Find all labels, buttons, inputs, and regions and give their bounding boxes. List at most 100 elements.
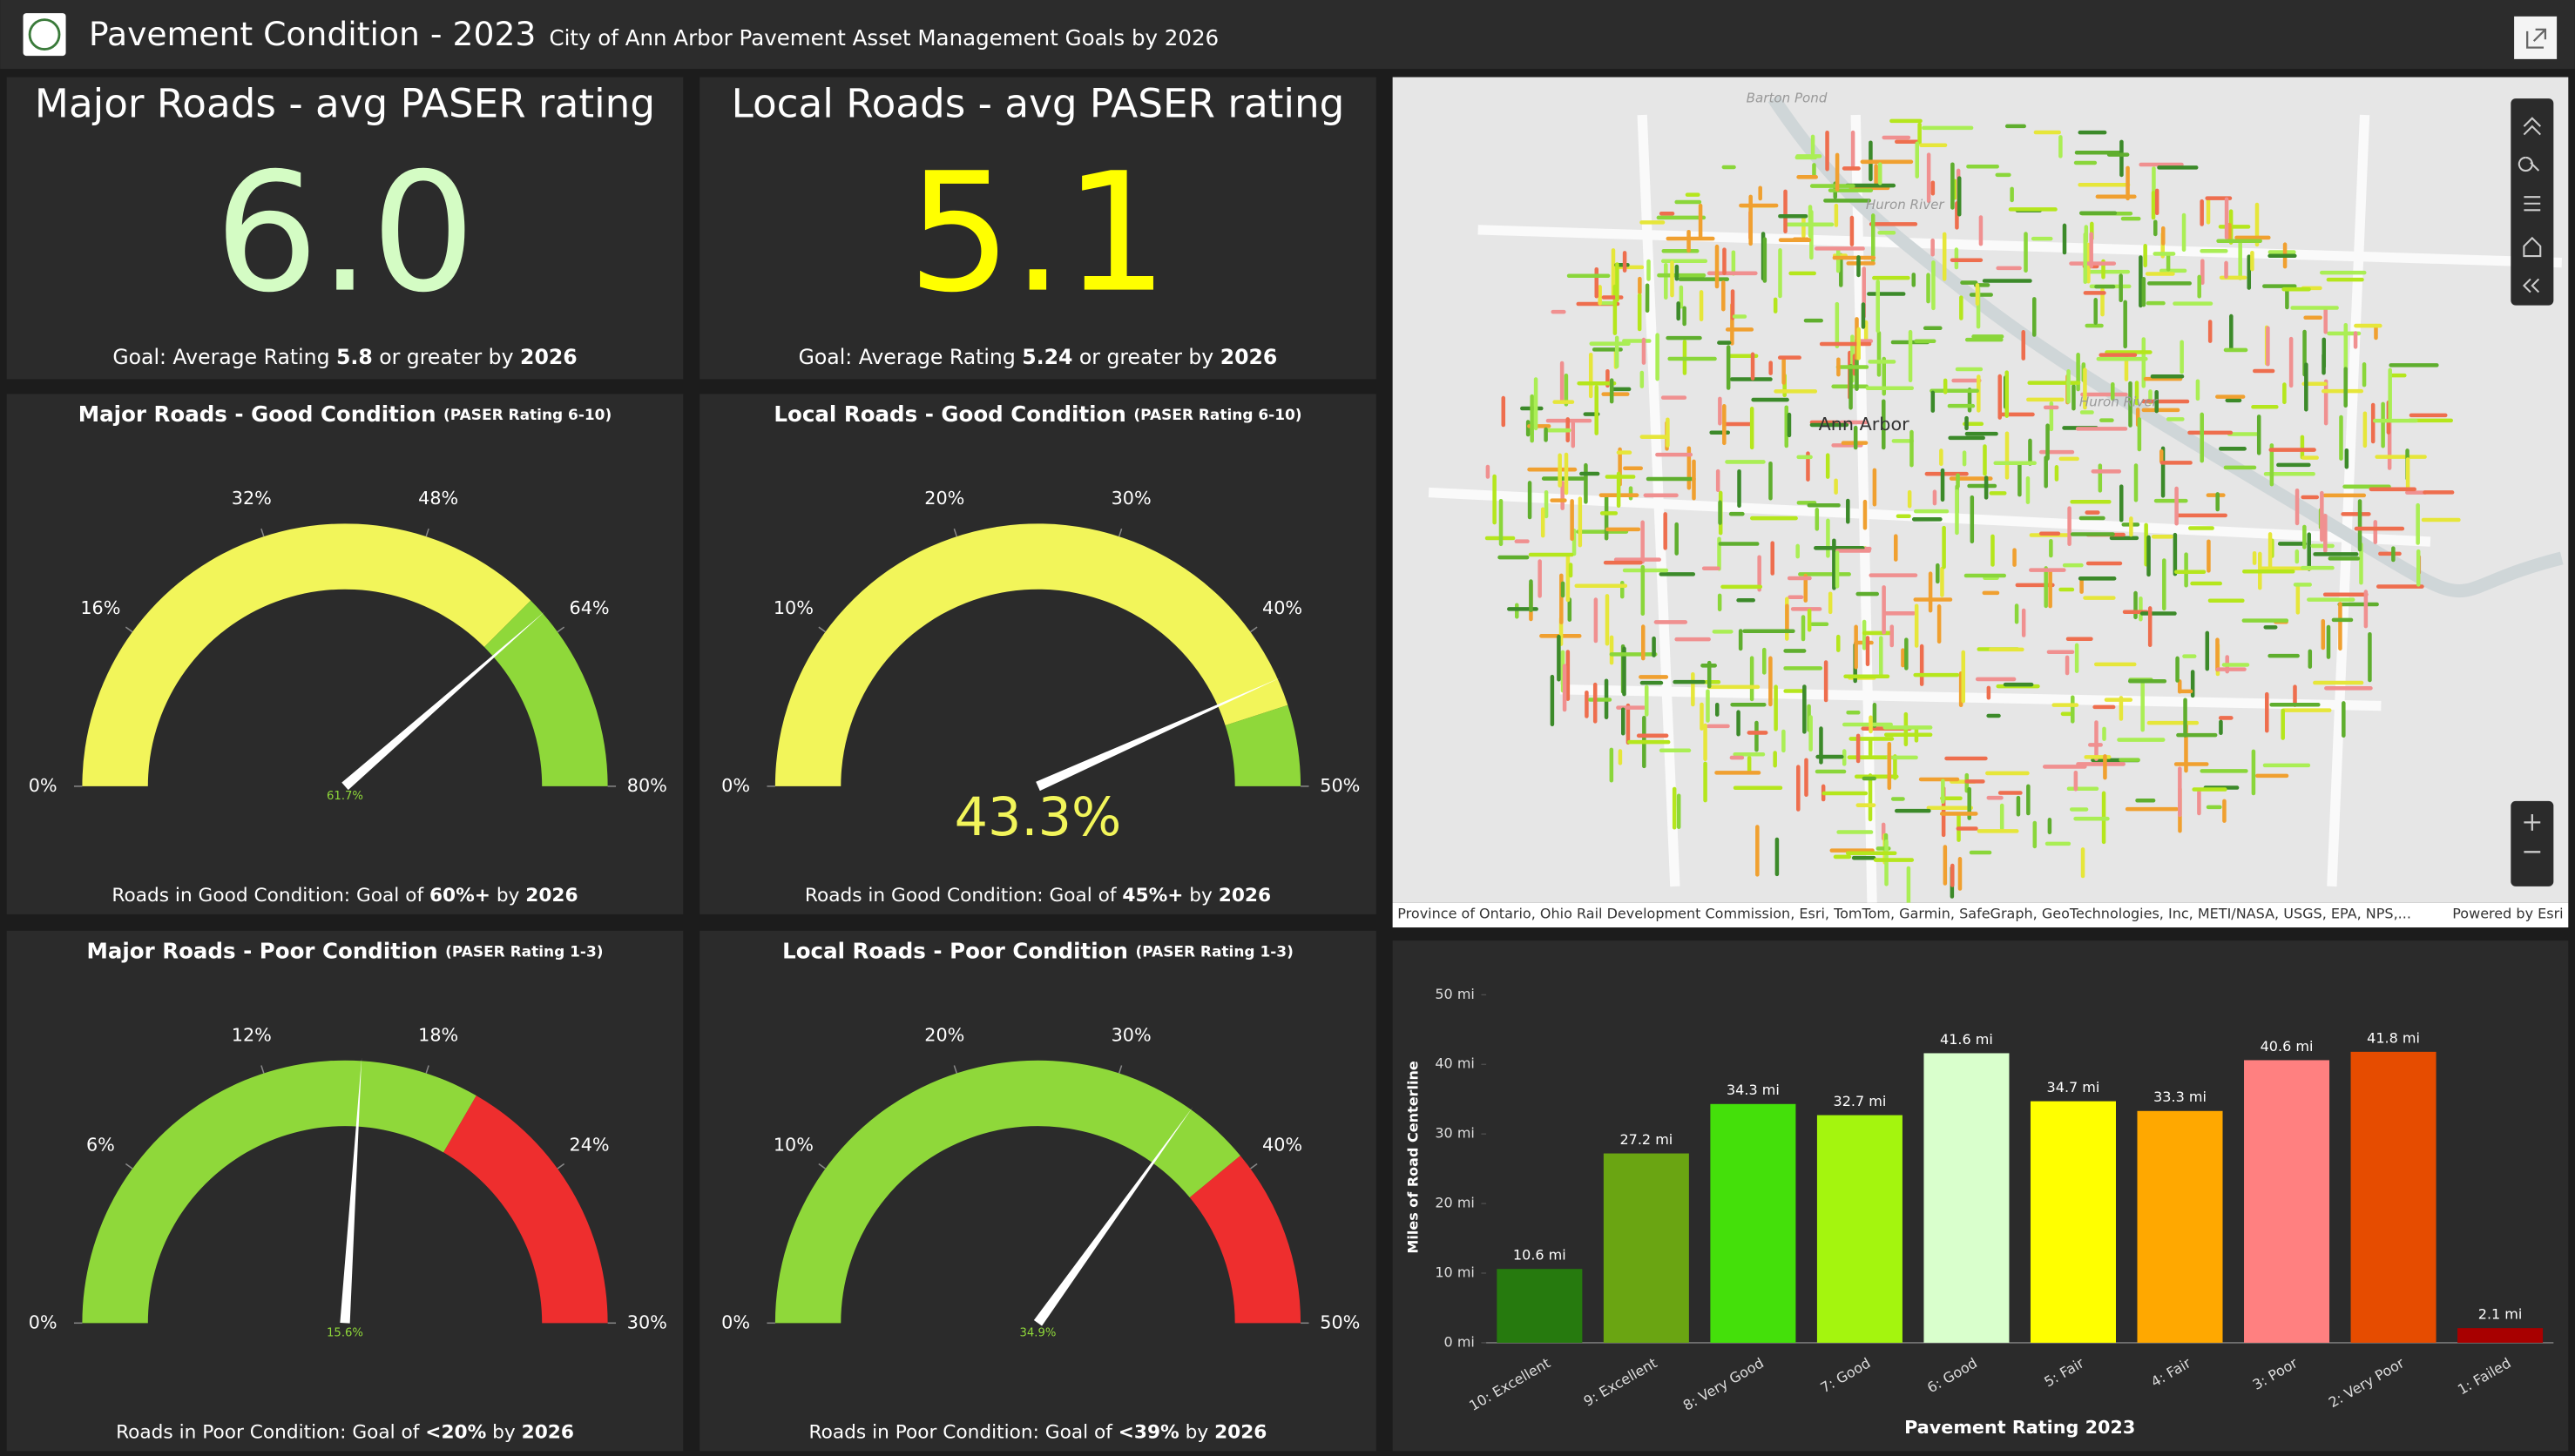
gauge-tick <box>1118 1065 1123 1074</box>
gauge-tick-label: 12% <box>232 1024 272 1045</box>
gauge-footer-part: 2026 <box>1214 1422 1267 1444</box>
gauge-tick <box>557 1163 565 1170</box>
gauge-tick <box>557 626 565 633</box>
gauge-tick-label: 24% <box>570 1134 610 1155</box>
gauge-tick-label: 40% <box>1262 597 1302 618</box>
indicator-goal-part: 2026 <box>1220 344 1278 368</box>
map-toolbar <box>2511 98 2554 306</box>
gauge-tick-label: 6% <box>86 1134 115 1155</box>
map-tool[interactable] <box>2522 278 2540 293</box>
bar <box>1816 1115 1903 1343</box>
open-button[interactable] <box>2514 16 2558 59</box>
gauge-tick <box>818 1163 826 1170</box>
bar <box>2137 1110 2223 1343</box>
gauge-footer-part: 60%+ <box>429 885 490 907</box>
gauge-band <box>774 1060 1240 1324</box>
bar <box>1603 1153 1689 1343</box>
gauge-band <box>1189 1156 1301 1324</box>
gauge-tick <box>1250 626 1258 633</box>
powered-by: Powered by Esri <box>2452 905 2563 921</box>
map-tool[interactable] <box>2518 156 2540 172</box>
gauge-band <box>483 600 608 786</box>
indicator-goal: Goal: Average Rating 5.24 or greater by … <box>799 344 1278 368</box>
data-label: 33.3 mi <box>2153 1089 2207 1105</box>
gauge-tick <box>425 528 429 537</box>
gauge-tick-label: 0% <box>721 1311 750 1332</box>
gauge-band <box>774 523 1288 786</box>
bar <box>2030 1101 2116 1343</box>
gauge-footer-part: by <box>486 1422 521 1444</box>
gauge-footer: Roads in Good Condition: Goal of 45%+ by… <box>805 885 1271 907</box>
gauge-footer-part: <39% <box>1119 1422 1179 1444</box>
gauge-tick-label: 0% <box>29 1311 57 1332</box>
map-tool[interactable] <box>2524 196 2541 212</box>
data-label: 10.6 mi <box>1513 1247 1566 1264</box>
gauge-footer: Roads in Good Condition: Goal of 60%+ by… <box>112 885 578 907</box>
gauge-tick <box>953 1065 957 1074</box>
attribution-bar <box>1392 902 2569 928</box>
y-axis-title: Miles of Road Centerline <box>1405 1061 1422 1253</box>
gauge-title: Major Roads - Good Condition (PASER Rati… <box>78 401 612 427</box>
gauge-tick <box>953 528 957 537</box>
gauge-tick <box>818 626 826 633</box>
gauge-title-text: Local Roads - Good Condition <box>774 401 1133 427</box>
indicator-value: 5.1 <box>908 138 1169 329</box>
gauge-title-text: Major Roads - Good Condition <box>78 401 443 427</box>
indicator-goal-part: or greater by <box>373 344 520 368</box>
gauge-tick <box>260 1065 265 1074</box>
bar <box>1710 1103 1796 1343</box>
y-tick-label: 40 mi <box>1435 1055 1475 1072</box>
gauge-tick-label: 20% <box>924 1024 964 1045</box>
gauge-tick-label: 0% <box>29 775 57 796</box>
road-network: Ann Arbor Barton Pond Huron River Huron Riv… <box>1428 91 2564 903</box>
gauge-footer-part: 2026 <box>522 1422 574 1444</box>
y-tick-label: 20 mi <box>1435 1195 1475 1211</box>
gauge-needle <box>1033 1107 1193 1326</box>
gauge-footer-part: Roads in Good Condition: Goal of <box>112 885 429 907</box>
data-label: 2.1 mi <box>2478 1306 2523 1323</box>
gauge-title-text: Local Roads - Poor Condition <box>782 938 1135 963</box>
gauge-tick-label: 10% <box>774 597 814 618</box>
map-tool[interactable] <box>2523 117 2541 136</box>
gauge-footer-part: by <box>1183 885 1218 907</box>
gauge-subtitle: (PASER Rating 1-3) <box>1135 942 1293 960</box>
open-icon <box>2526 28 2547 49</box>
data-label: 34.3 mi <box>1727 1082 1780 1098</box>
y-tick-label: 0 mi <box>1444 1333 1475 1350</box>
map-label: Huron River <box>1866 197 1945 212</box>
zoom-controls <box>2511 800 2554 886</box>
gauge-title: Major Roads - Poor Condition (PASER Rati… <box>86 938 603 963</box>
gauge-subtitle: (PASER Rating 6-10) <box>1133 406 1301 423</box>
bar <box>2244 1060 2330 1343</box>
gauge-title-text: Major Roads - Poor Condition <box>86 938 445 963</box>
gauge-subtitle: (PASER Rating 1-3) <box>445 942 603 960</box>
map-label: Huron River <box>2079 394 2159 409</box>
panels: Major Roads - avg PASER rating 6.0 Goal: A… <box>6 77 2569 1452</box>
gauge-needle <box>341 610 545 791</box>
river <box>1767 94 2564 598</box>
map-tool[interactable] <box>2523 236 2542 258</box>
gauge-tick-label: 18% <box>418 1024 458 1045</box>
gauge-needle <box>1036 677 1281 792</box>
bar <box>2350 1051 2436 1343</box>
gauge-tick-label: 10% <box>774 1134 814 1155</box>
map: Ann Arbor Barton Pond Huron River Huron Riv… <box>1392 77 2569 928</box>
gauge-needle <box>340 1057 362 1324</box>
gauge-tick-label: 30% <box>1112 488 1152 509</box>
indicator-value: 6.0 <box>214 138 476 329</box>
zoom-icons <box>2524 813 2541 853</box>
gauge-tick-label: 50% <box>1320 1311 1360 1332</box>
gauge-panel <box>6 930 684 1452</box>
gauge-tick-label: 80% <box>627 775 667 796</box>
header-title: Pavement Condition - 2023 <box>89 15 536 53</box>
data-label: 34.7 mi <box>2047 1079 2100 1095</box>
gauge-subtitle: (PASER Rating 6-10) <box>443 406 612 423</box>
gauge-tick-label: 64% <box>570 597 610 618</box>
gauge-tick-label: 30% <box>1112 1024 1152 1045</box>
x-axis-title: Pavement Rating 2023 <box>1904 1417 2135 1438</box>
indicator-title: Local Roads - avg PASER rating <box>732 81 1345 127</box>
highway <box>1428 487 2431 547</box>
attribution: Province of Ontario, Ohio Rail Developme… <box>1397 905 2411 921</box>
data-label: 27.2 mi <box>1619 1131 1673 1148</box>
